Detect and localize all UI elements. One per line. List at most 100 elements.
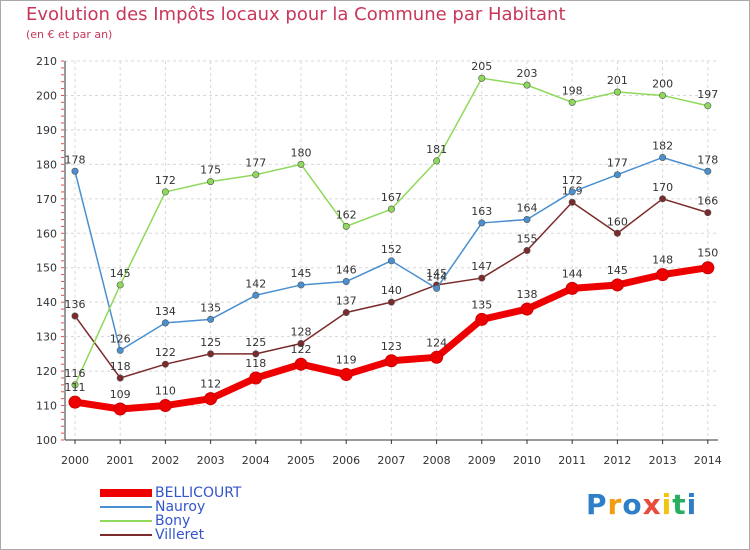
data-label-nauroy: 163: [471, 205, 492, 218]
chart-subtitle: (en € et par an): [26, 28, 113, 41]
x-tick-label: 2001: [106, 454, 134, 467]
data-point-bellicourt: [701, 261, 715, 275]
data-point-villeret: [659, 195, 667, 203]
data-label-villeret: 125: [200, 336, 221, 349]
data-label-villeret: 136: [65, 298, 86, 311]
data-point-bellicourt: [113, 402, 127, 416]
y-tick-label: 180: [36, 158, 57, 171]
data-point-nauroy: [659, 153, 667, 161]
data-label-villeret: 170: [652, 181, 673, 194]
data-point-nauroy: [478, 219, 486, 227]
data-point-bony: [478, 74, 486, 82]
logo-letter: t: [672, 488, 687, 521]
data-point-bellicourt: [384, 354, 398, 368]
data-point-bellicourt: [294, 357, 308, 371]
data-label-villeret: 137: [336, 295, 357, 308]
data-point-villeret: [342, 309, 350, 317]
data-label-nauroy: 177: [607, 157, 628, 170]
data-point-villeret: [387, 298, 395, 306]
data-point-bony: [297, 160, 305, 168]
data-point-bellicourt: [158, 399, 172, 413]
y-tick-label: 210: [36, 55, 57, 68]
data-label-bellicourt: 118: [245, 357, 266, 370]
data-label-nauroy: 152: [381, 243, 402, 256]
data-label-bellicourt: 123: [381, 340, 402, 353]
data-label-bony: 203: [517, 67, 538, 80]
data-point-bellicourt: [565, 281, 579, 295]
data-label-bellicourt: 138: [517, 288, 538, 301]
x-tick-label: 2004: [242, 454, 270, 467]
data-label-villeret: 160: [607, 215, 628, 228]
plot-area: [65, 61, 718, 440]
data-label-bellicourt: 109: [110, 388, 131, 401]
data-point-bony: [252, 171, 260, 179]
y-tick-label: 120: [36, 365, 57, 378]
data-label-bony: 200: [652, 77, 673, 90]
data-point-bony: [387, 205, 395, 213]
data-point-nauroy: [252, 291, 260, 299]
data-label-nauroy: 135: [200, 301, 221, 314]
data-point-bellicourt: [656, 268, 670, 282]
data-label-bellicourt: 111: [65, 381, 86, 394]
data-label-bony: 167: [381, 191, 402, 204]
data-point-nauroy: [207, 315, 215, 323]
legend-label: Villeret: [155, 527, 205, 543]
data-point-bony: [433, 157, 441, 165]
data-point-bellicourt: [204, 392, 218, 406]
legend-swatch: [100, 534, 152, 536]
data-label-nauroy: 172: [562, 174, 583, 187]
data-label-nauroy: 145: [291, 267, 312, 280]
logo-letter: P: [586, 488, 608, 521]
proxiti-logo: Proxiti: [586, 488, 697, 521]
data-point-bony: [71, 381, 79, 389]
data-label-nauroy: 126: [110, 332, 131, 345]
logo-letter: o: [622, 488, 643, 521]
legend-label: Bony: [155, 513, 191, 529]
data-point-bony: [659, 91, 667, 99]
data-point-bony: [161, 188, 169, 196]
data-point-nauroy: [71, 167, 79, 175]
data-point-bony: [207, 178, 215, 186]
data-label-bony: 162: [336, 208, 357, 221]
logo-letter: r: [607, 488, 623, 521]
data-label-villeret: 145: [426, 267, 447, 280]
data-point-villeret: [207, 350, 215, 358]
data-point-villeret: [116, 374, 124, 382]
data-label-villeret: 155: [517, 233, 538, 246]
data-label-villeret: 118: [110, 360, 131, 373]
y-tick-label: 150: [36, 262, 57, 275]
data-point-nauroy: [387, 257, 395, 265]
x-tick-label: 2003: [197, 454, 225, 467]
data-point-bony: [568, 98, 576, 106]
data-label-bellicourt: 124: [426, 336, 447, 349]
data-label-bellicourt: 150: [697, 247, 718, 260]
data-point-nauroy: [613, 171, 621, 179]
x-tick-label: 2005: [287, 454, 315, 467]
x-tick-label: 2014: [694, 454, 722, 467]
x-tick-label: 2006: [332, 454, 360, 467]
data-label-bellicourt: 145: [607, 264, 628, 277]
x-tick-label: 2013: [649, 454, 677, 467]
data-label-villeret: 125: [245, 336, 266, 349]
data-label-bony: 177: [245, 157, 266, 170]
x-tick-label: 2010: [513, 454, 541, 467]
x-tick-label: 2011: [558, 454, 586, 467]
data-point-villeret: [297, 340, 305, 348]
data-point-villeret: [478, 274, 486, 282]
data-label-villeret: 140: [381, 284, 402, 297]
data-label-nauroy: 182: [652, 139, 673, 152]
data-point-villeret: [71, 312, 79, 320]
data-label-nauroy: 146: [336, 264, 357, 277]
data-label-nauroy: 142: [245, 277, 266, 290]
x-tick-label: 2007: [377, 454, 405, 467]
data-label-nauroy: 178: [697, 153, 718, 166]
data-point-bony: [613, 88, 621, 96]
y-tick-label: 190: [36, 124, 57, 137]
data-point-bony: [116, 281, 124, 289]
data-point-nauroy: [116, 346, 124, 354]
data-point-bony: [342, 222, 350, 230]
data-point-bellicourt: [339, 368, 353, 382]
x-tick-label: 2012: [603, 454, 631, 467]
data-point-bellicourt: [68, 395, 82, 409]
data-label-bony: 175: [200, 164, 221, 177]
